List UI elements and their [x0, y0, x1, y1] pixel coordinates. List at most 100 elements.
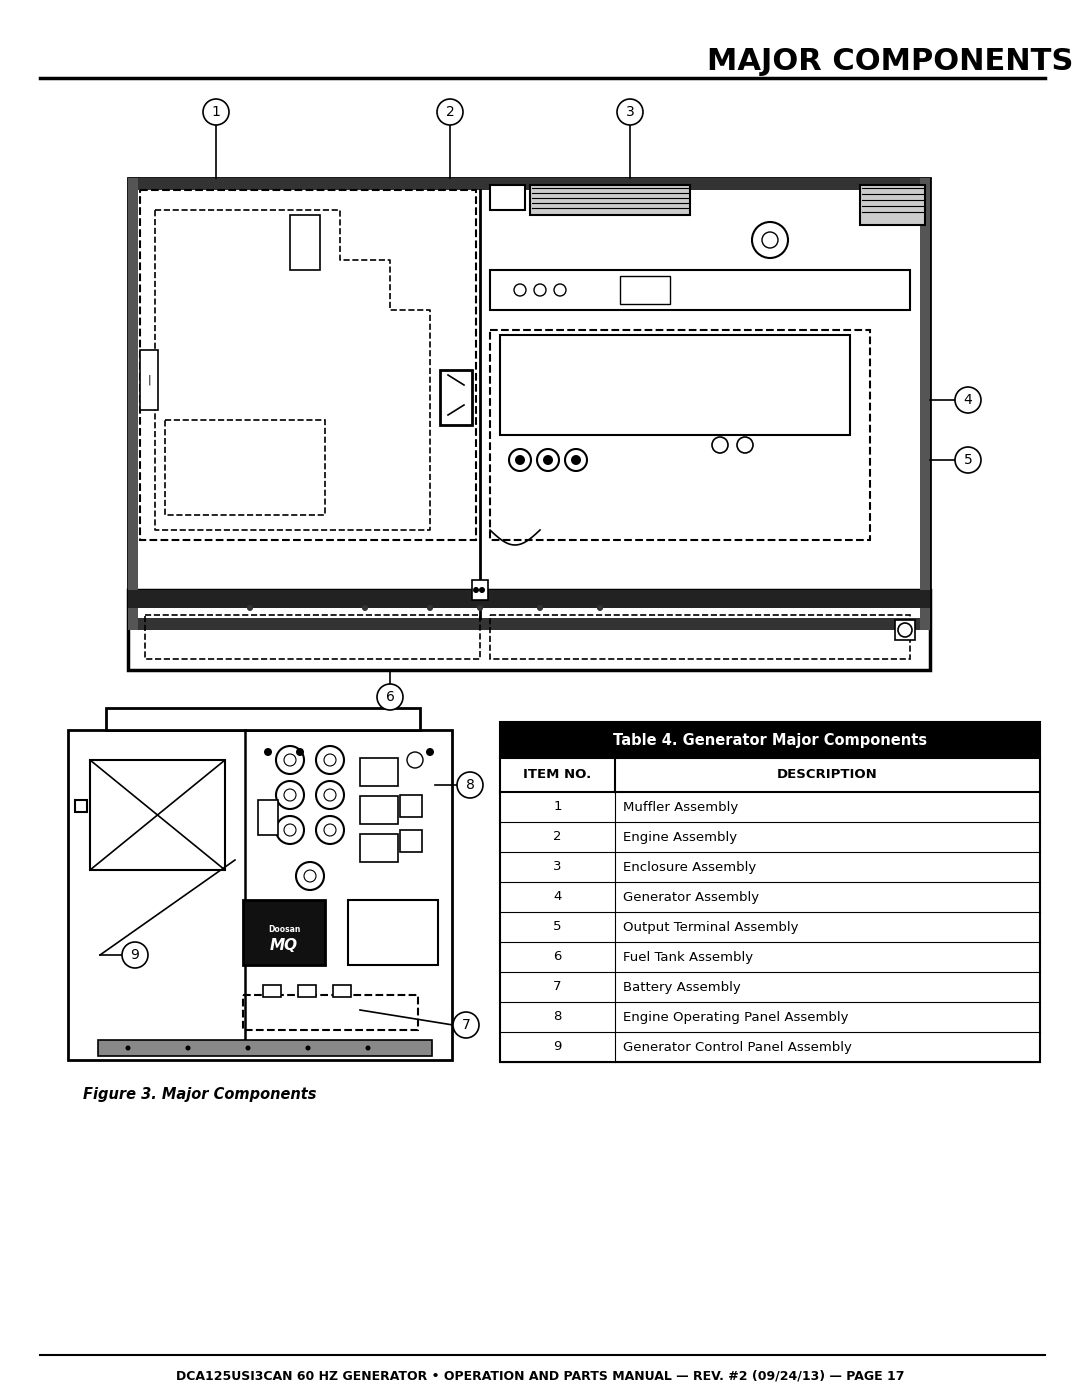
Text: 6: 6: [553, 950, 562, 964]
Text: 9: 9: [553, 1041, 562, 1053]
Text: 8: 8: [465, 778, 474, 792]
Text: 9: 9: [131, 949, 139, 963]
Text: DESCRIPTION: DESCRIPTION: [778, 768, 878, 781]
Circle shape: [377, 685, 403, 710]
Circle shape: [247, 605, 253, 610]
Bar: [500, 792, 1040, 821]
Bar: [440, 370, 472, 425]
Circle shape: [477, 605, 483, 610]
Text: Fuel Tank Assembly: Fuel Tank Assembly: [623, 950, 753, 964]
Circle shape: [186, 1045, 190, 1051]
Text: 2: 2: [553, 830, 562, 844]
Bar: [90, 760, 225, 870]
Bar: [264, 985, 281, 997]
Text: 2: 2: [446, 105, 455, 119]
Bar: [68, 731, 453, 1060]
Bar: [500, 759, 1040, 792]
Circle shape: [427, 605, 433, 610]
Bar: [472, 580, 488, 599]
Circle shape: [597, 605, 603, 610]
Bar: [860, 184, 924, 225]
Text: DCA125USI3CAN 60 HZ GENERATOR • OPERATION AND PARTS MANUAL — REV. #2 (09/24/13) : DCA125USI3CAN 60 HZ GENERATOR • OPERATIO…: [176, 1369, 904, 1383]
Circle shape: [955, 447, 981, 474]
Bar: [500, 882, 1040, 912]
Text: 3: 3: [553, 861, 562, 873]
Bar: [243, 900, 325, 965]
Bar: [140, 190, 476, 541]
Circle shape: [362, 605, 368, 610]
Text: MAJOR COMPONENTS: MAJOR COMPONENTS: [706, 47, 1074, 77]
Circle shape: [306, 1045, 311, 1051]
Circle shape: [457, 773, 483, 798]
Text: Output Terminal Assembly: Output Terminal Assembly: [623, 921, 798, 933]
Bar: [490, 330, 870, 541]
Bar: [129, 177, 930, 630]
Bar: [895, 620, 915, 640]
Bar: [500, 1002, 1040, 1032]
Circle shape: [264, 747, 272, 756]
Bar: [165, 420, 325, 515]
Bar: [400, 830, 422, 852]
Bar: [490, 270, 910, 310]
Bar: [129, 590, 930, 671]
Text: |: |: [147, 374, 151, 386]
Bar: [140, 351, 158, 409]
Bar: [129, 617, 930, 630]
Text: Muffler Assembly: Muffler Assembly: [623, 800, 739, 813]
Bar: [500, 335, 850, 434]
Text: Battery Assembly: Battery Assembly: [623, 981, 741, 993]
Circle shape: [473, 587, 480, 592]
Bar: [348, 900, 438, 965]
Bar: [500, 912, 1040, 942]
Text: 4: 4: [553, 890, 562, 904]
Bar: [490, 184, 525, 210]
Circle shape: [537, 605, 543, 610]
Text: 5: 5: [553, 921, 562, 933]
Bar: [920, 177, 930, 630]
Bar: [129, 590, 930, 608]
Bar: [129, 177, 930, 190]
Bar: [145, 615, 480, 659]
Text: Generator Assembly: Generator Assembly: [623, 890, 759, 904]
Text: Enclosure Assembly: Enclosure Assembly: [623, 861, 756, 873]
Bar: [291, 215, 320, 270]
Text: Engine Assembly: Engine Assembly: [623, 830, 738, 844]
Bar: [500, 1032, 1040, 1062]
Bar: [500, 821, 1040, 852]
Circle shape: [617, 99, 643, 124]
Circle shape: [296, 747, 303, 756]
Circle shape: [480, 587, 485, 592]
Bar: [620, 277, 670, 305]
Bar: [298, 985, 316, 997]
Bar: [360, 796, 399, 824]
Circle shape: [543, 455, 553, 465]
Circle shape: [426, 747, 434, 756]
Bar: [360, 759, 399, 787]
Circle shape: [245, 1045, 251, 1051]
Circle shape: [955, 387, 981, 414]
Bar: [530, 184, 690, 215]
Bar: [500, 972, 1040, 1002]
Bar: [360, 834, 399, 862]
Text: ITEM NO.: ITEM NO.: [524, 768, 592, 781]
Text: 7: 7: [461, 1018, 471, 1032]
Bar: [500, 722, 1040, 759]
Text: Doosan: Doosan: [268, 925, 300, 935]
Circle shape: [125, 1045, 131, 1051]
Bar: [258, 800, 278, 835]
Text: 3: 3: [625, 105, 634, 119]
Bar: [500, 722, 1040, 1062]
Text: 6: 6: [386, 690, 394, 704]
Bar: [500, 852, 1040, 882]
Text: 1: 1: [212, 105, 220, 119]
Circle shape: [453, 1011, 480, 1038]
Bar: [333, 985, 351, 997]
Circle shape: [515, 455, 525, 465]
Bar: [243, 995, 418, 1030]
Bar: [106, 708, 420, 731]
Bar: [98, 1039, 432, 1056]
Circle shape: [437, 99, 463, 124]
Text: 5: 5: [963, 453, 972, 467]
Circle shape: [122, 942, 148, 968]
Bar: [75, 800, 87, 812]
